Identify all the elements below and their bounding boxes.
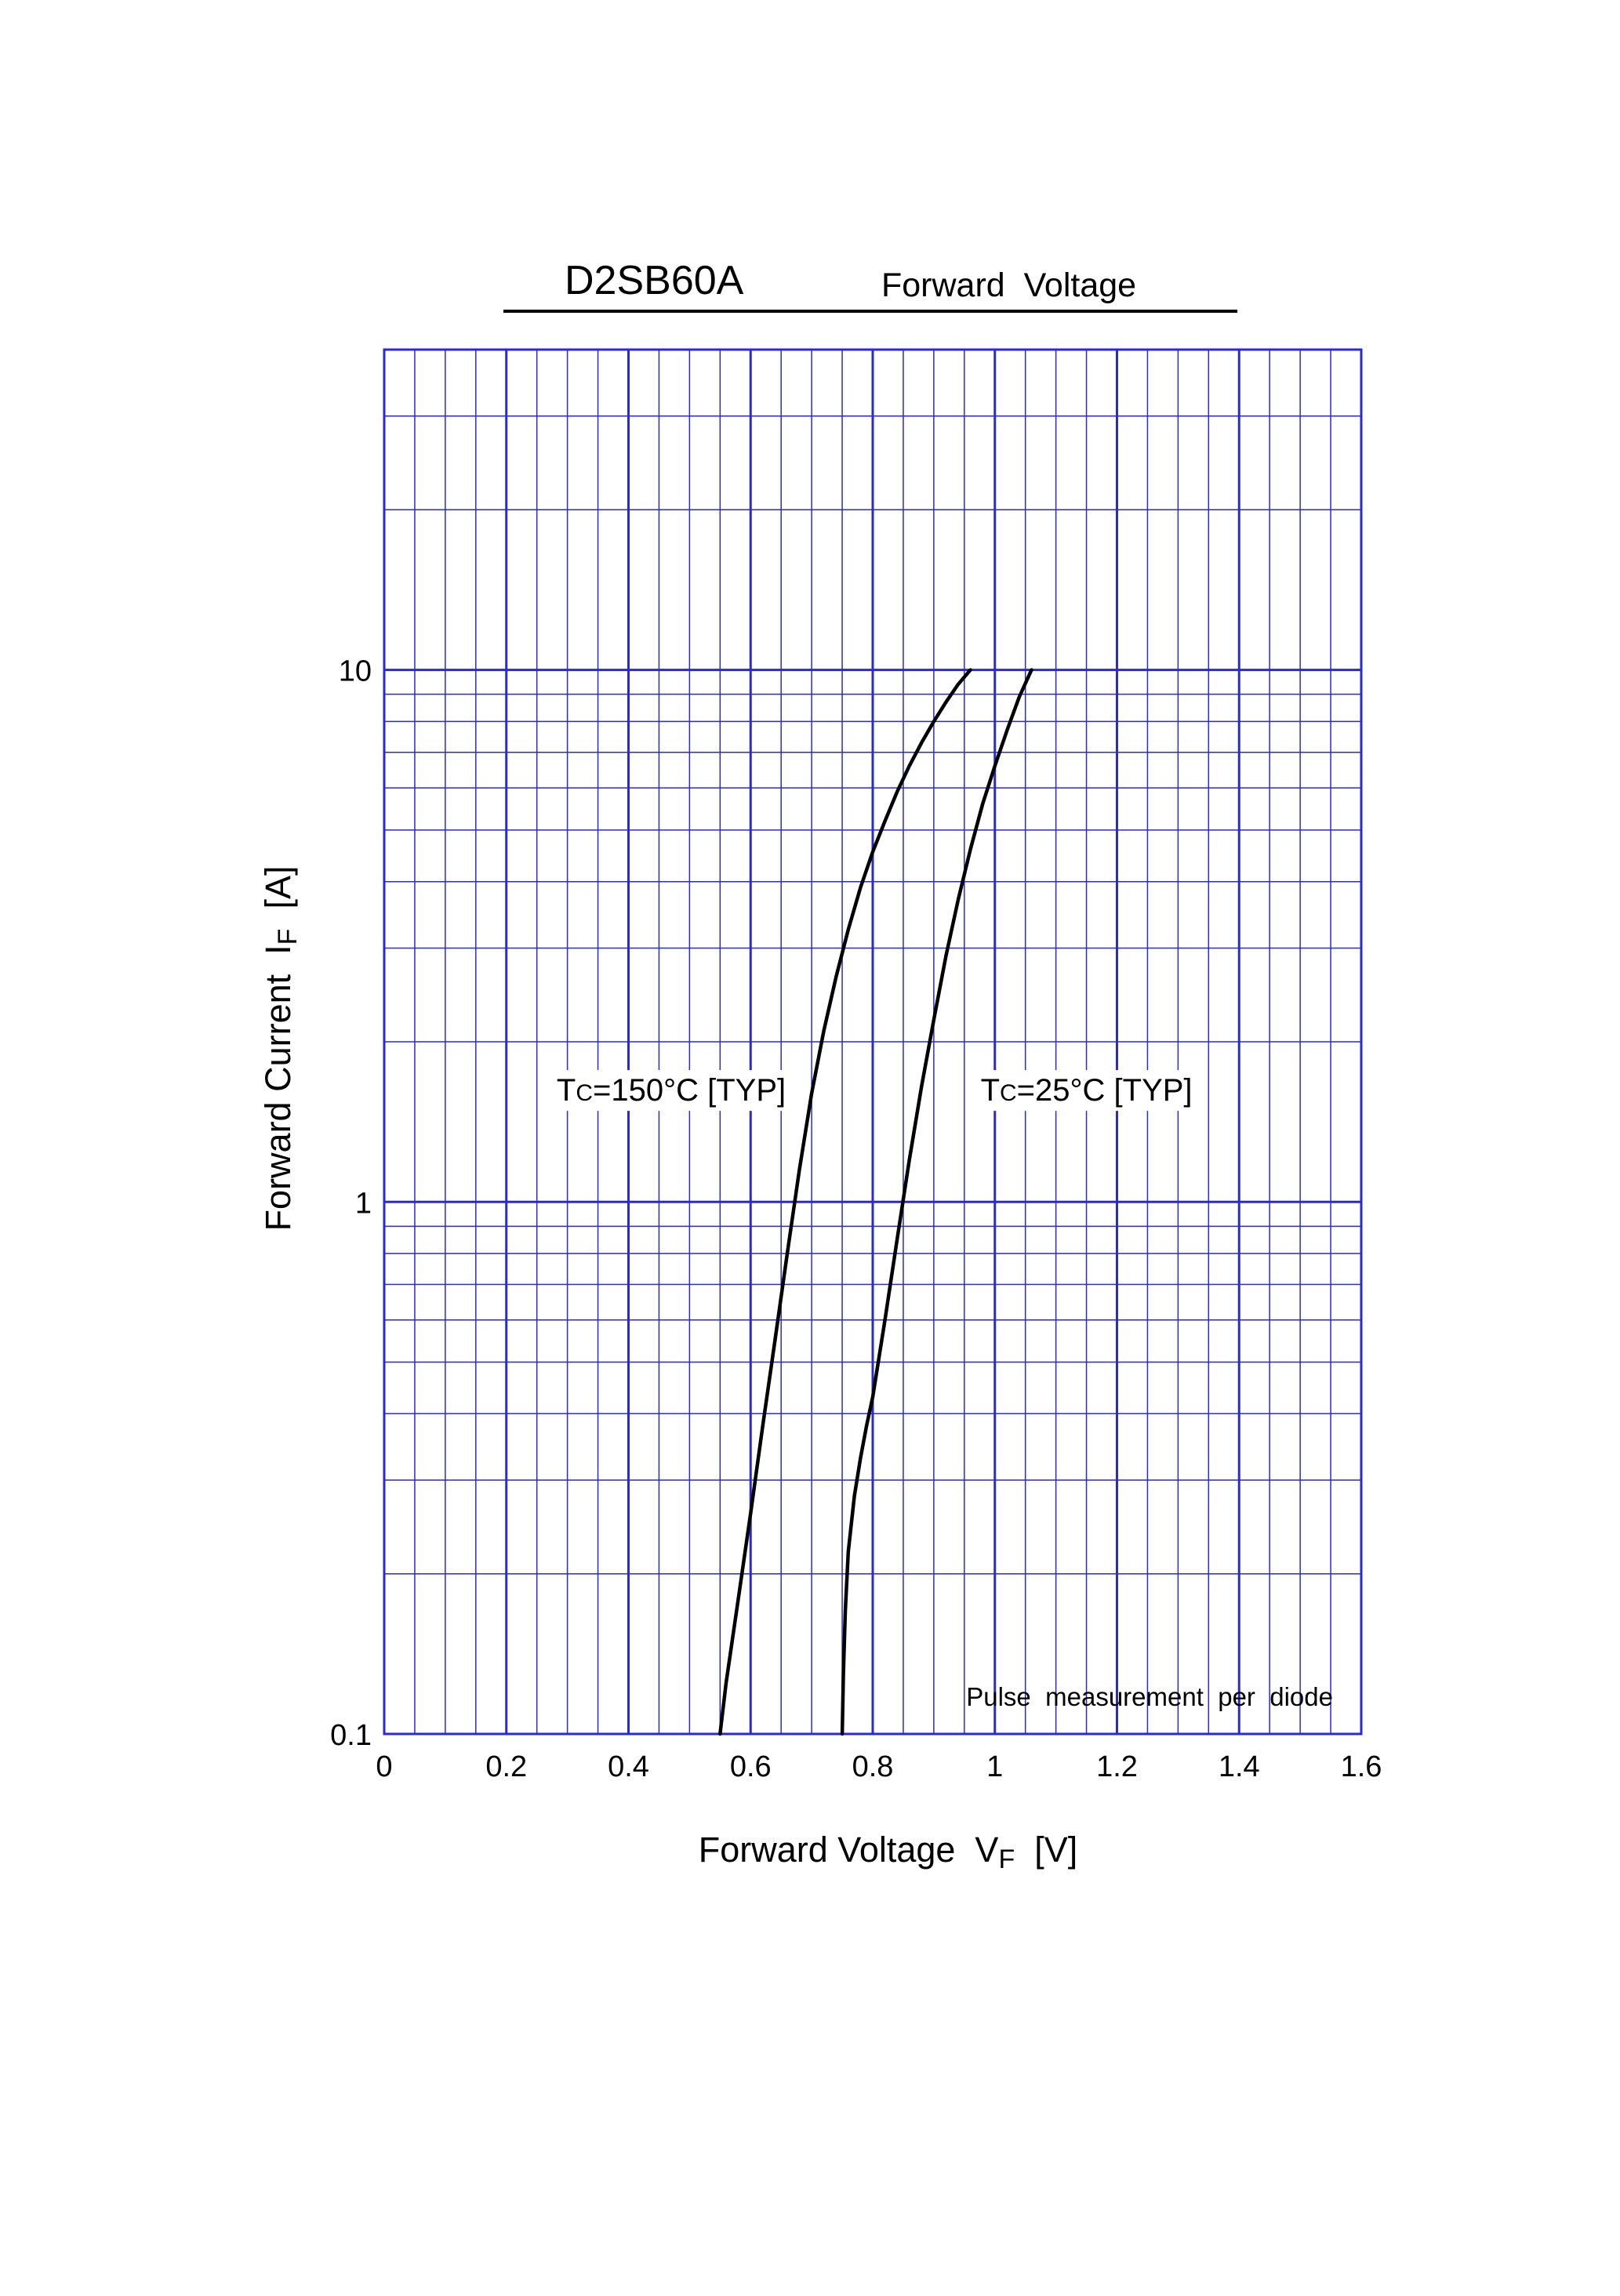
x-tick-label: 0.8 — [852, 1750, 894, 1783]
pulse-note: Pulse measurement per diode — [966, 1682, 1333, 1711]
y-axis-label-main: Forward Current I — [258, 945, 298, 1231]
curves — [718, 668, 1033, 1736]
x-tick-label: 0.2 — [485, 1750, 527, 1783]
chart-subtitle: Forward Voltage — [881, 267, 1136, 304]
tick-labels: 0 0.2 0.4 0.6 0.8 1 1.2 1.4 1.6 0.1 1 10 — [330, 655, 1382, 1783]
y-tick-label: 1 — [355, 1187, 372, 1220]
x-tick-label: 0.4 — [608, 1750, 649, 1783]
x-axis-label-main: Forward Voltage V — [699, 1830, 999, 1870]
x-tick-label: 1.4 — [1219, 1750, 1260, 1783]
x-axis-label: Forward Voltage VF [V] — [630, 1830, 1127, 1874]
x-axis-label-unit: [V] — [1015, 1830, 1077, 1870]
y-axis-label: Forward Current IF [A] — [258, 817, 303, 1300]
y-axis-label-unit: [A] — [258, 866, 298, 929]
series-labels: TC=150°C [TYP] TC=25°C [TYP] — [550, 1070, 1199, 1112]
series-line-tc150 — [718, 668, 972, 1736]
series-line-tc25 — [840, 668, 1033, 1736]
y-axis-label-sub: F — [273, 929, 303, 945]
x-tick-label: 0 — [376, 1750, 392, 1783]
y-tick-label: 10 — [339, 655, 372, 688]
series-label-background — [974, 1070, 1199, 1112]
x-tick-label: 1.6 — [1341, 1750, 1382, 1783]
series-label-tc25: TC=25°C [TYP] — [981, 1073, 1193, 1108]
x-tick-label: 1.2 — [1096, 1750, 1138, 1783]
grid — [384, 350, 1361, 1734]
series-label-background — [550, 1070, 793, 1112]
x-tick-label: 0.6 — [730, 1750, 772, 1783]
plot-frame — [383, 348, 1363, 1736]
x-axis-label-sub: F — [998, 1844, 1015, 1874]
y-tick-label: 0.1 — [330, 1719, 372, 1752]
x-tick-label: 1 — [986, 1750, 1003, 1783]
series-label-tc150: TC=150°C [TYP] — [557, 1073, 786, 1108]
chart-title: D2SB60A — [565, 258, 744, 303]
